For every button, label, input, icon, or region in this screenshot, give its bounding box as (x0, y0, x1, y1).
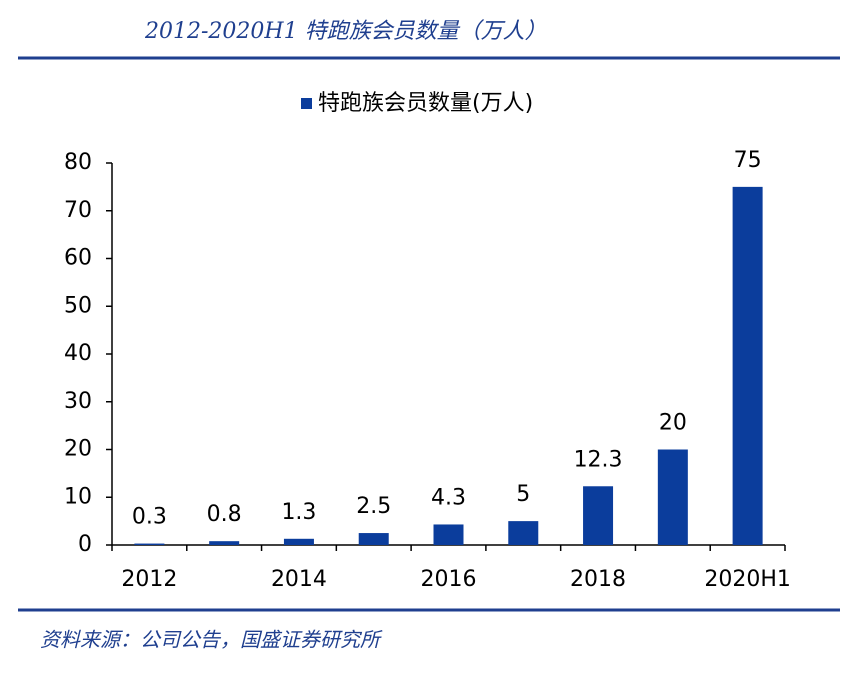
y-tick-label: 80 (64, 150, 92, 175)
x-tick-label: 2016 (421, 567, 477, 592)
value-label: 0.3 (132, 505, 167, 530)
source-note: 资料来源：公司公告，国盛证券研究所 (40, 628, 383, 652)
value-label: 4.3 (431, 485, 466, 510)
bar (283, 538, 314, 545)
value-label: 0.8 (207, 502, 242, 527)
x-tick-label: 2020H1 (704, 567, 791, 592)
y-tick-label: 60 (64, 246, 92, 271)
chart-title: 2012-2020H1 特跑族会员数量（万人） (144, 19, 547, 44)
y-tick-label: 0 (78, 532, 92, 557)
x-tick-label: 2014 (271, 567, 327, 592)
value-label: 12.3 (574, 447, 623, 472)
y-tick-label: 30 (64, 389, 92, 414)
bar (433, 524, 464, 545)
y-tick-label: 50 (64, 293, 92, 318)
value-label: 5 (516, 482, 530, 507)
y-tick-label: 10 (64, 484, 92, 509)
value-label: 1.3 (281, 500, 316, 525)
bar (358, 533, 389, 545)
bar (657, 449, 688, 545)
value-label: 2.5 (356, 494, 391, 519)
bar (209, 541, 240, 545)
x-tick-label: 2018 (570, 567, 626, 592)
value-label: 75 (734, 148, 762, 173)
bar (732, 186, 763, 545)
y-tick-label: 20 (64, 437, 92, 462)
legend-label: 特跑族会员数量(万人) (318, 91, 533, 116)
value-label: 20 (659, 411, 687, 436)
x-tick-label: 2012 (121, 567, 177, 592)
bar (134, 543, 165, 545)
y-tick-label: 40 (64, 341, 92, 366)
bar (583, 486, 614, 545)
y-tick-label: 70 (64, 198, 92, 223)
bar (508, 521, 539, 545)
legend-swatch (301, 98, 312, 109)
